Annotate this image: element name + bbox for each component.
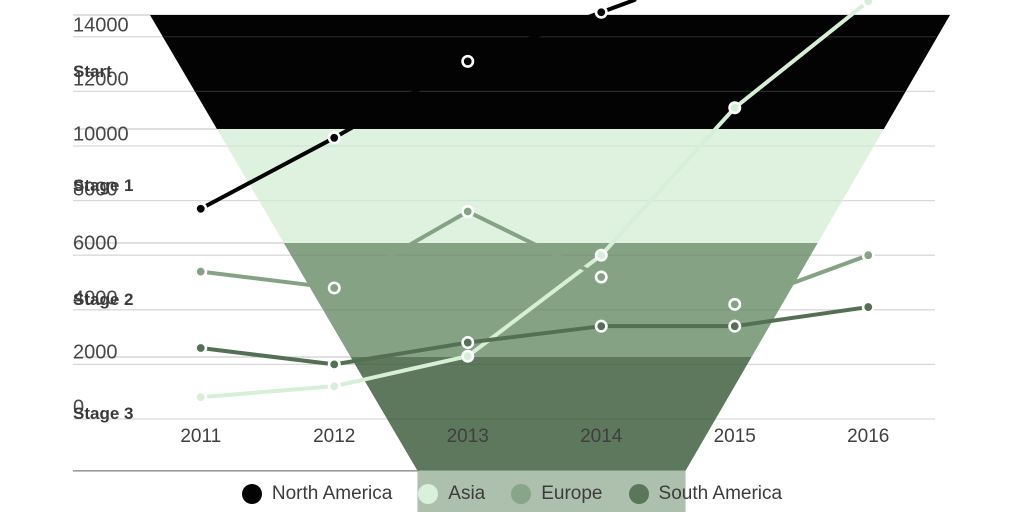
y-axis-tick-label-0: 0 — [73, 396, 85, 419]
marker-europe-2011 — [194, 265, 208, 279]
series-line-europe — [198, 209, 871, 307]
marker-south-america-2011 — [194, 341, 208, 355]
marker-north-america-2011 — [194, 202, 208, 216]
marker-europe-2015 — [728, 297, 742, 311]
legend-item-south-america[interactable]: South America — [628, 483, 783, 505]
legend-swatch-icon — [418, 484, 439, 504]
y-axis-tick-label-2000: 2000 — [73, 341, 118, 364]
series-line-asia — [198, 0, 871, 400]
legend-item-asia[interactable]: Asia — [418, 483, 485, 505]
marker-south-america-2012 — [327, 357, 341, 371]
funnel-stage-3 — [350, 357, 752, 471]
marker-europe-2012 — [327, 281, 341, 295]
marker-europe-2016 — [861, 248, 875, 262]
marker-north-america-2012 — [327, 131, 341, 145]
x-axis-tick-label-2016: 2016 — [847, 426, 890, 447]
y-axis-tick-label-12000: 12000 — [73, 68, 129, 91]
marker-asia-2016 — [861, 0, 875, 8]
marker-asia-2013 — [461, 349, 475, 363]
x-axis-tick-label-2011: 2011 — [180, 426, 222, 447]
y-axis-tick-label-6000: 6000 — [73, 232, 118, 255]
y-axis-tick-label-4000: 4000 — [73, 287, 118, 310]
marker-south-america-2013 — [461, 336, 475, 350]
marker-asia-2012 — [327, 379, 341, 393]
series-line-south-america — [198, 305, 871, 367]
funnel-stage-2 — [283, 243, 818, 357]
x-axis-tick-label-2012: 2012 — [313, 426, 356, 447]
marker-south-america-2014 — [594, 319, 608, 333]
funnel-stage-label-1: Stage 1 — [73, 176, 134, 195]
legend-label: South America — [658, 483, 783, 504]
legend-label: Europe — [541, 483, 603, 504]
legend-item-north-america[interactable]: North America — [241, 483, 393, 505]
legend-swatch-icon — [628, 484, 649, 504]
x-axis-tick-label-2015: 2015 — [713, 426, 756, 447]
x-axis-tick-label-2014: 2014 — [580, 426, 623, 447]
marker-south-america-2015 — [728, 319, 742, 333]
funnel-stage-1 — [216, 129, 884, 243]
marker-north-america-2014 — [594, 5, 608, 19]
legend-label: Asia — [448, 483, 486, 504]
legend-swatch-icon — [511, 484, 532, 504]
marker-asia-2014 — [594, 248, 608, 262]
marker-europe-2013 — [461, 205, 475, 219]
legend: North America Asia Europe South America — [0, 481, 1024, 507]
marker-asia-2015 — [728, 101, 742, 115]
y-axis-tick-label-10000: 10000 — [73, 123, 129, 146]
marker-europe-2014 — [594, 270, 608, 284]
x-axis-tick-label-2013: 2013 — [446, 426, 489, 447]
marker-south-america-2016 — [861, 300, 875, 314]
legend-label: North America — [271, 483, 393, 504]
legend-item-europe[interactable]: Europe — [511, 483, 603, 505]
funnel-stage-label-3: Stage 3 — [73, 404, 134, 423]
y-axis-tick-label-14000: 14000 — [73, 14, 129, 37]
funnel-stage-label-0: Start — [73, 62, 112, 81]
legend-swatch-icon — [241, 484, 262, 504]
marker-north-america-2013 — [461, 54, 475, 68]
funnel-stage-label-2: Stage 2 — [73, 290, 134, 309]
funnel-stage-start — [150, 15, 950, 129]
marker-asia-2011 — [194, 390, 208, 404]
y-axis-tick-label-8000: 8000 — [73, 178, 118, 201]
